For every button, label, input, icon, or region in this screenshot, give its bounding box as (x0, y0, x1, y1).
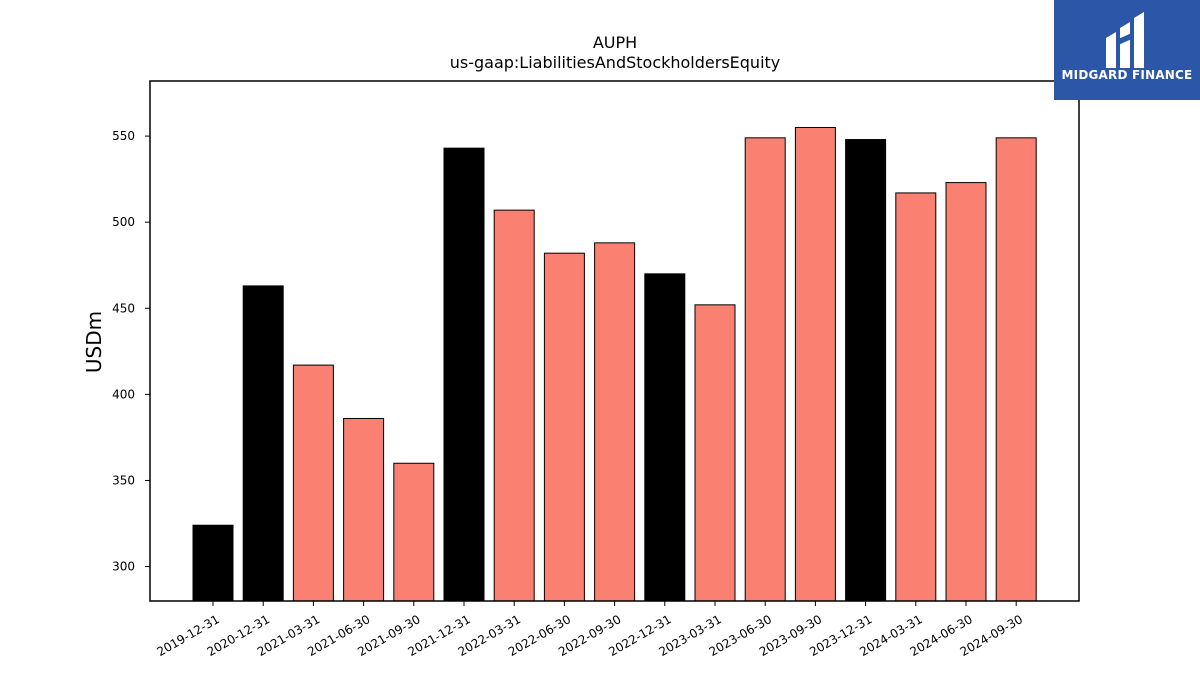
bar-2023-12-31 (845, 139, 887, 602)
plot-frame (149, 80, 1080, 602)
bar-2022-03-31 (493, 209, 535, 602)
midgard-finance-logo: MIDGARD FINANCE (1054, 0, 1200, 100)
bar-2022-09-30 (594, 242, 636, 602)
chart-title: AUPH (593, 33, 637, 52)
y-tick-label: 500 (112, 215, 135, 229)
chart-subtitle: us-gaap:LiabilitiesAndStockholdersEquity (450, 53, 781, 72)
bar-2024-09-30 (995, 137, 1037, 602)
bar-2020-12-31 (242, 285, 284, 602)
bar-2023-09-30 (794, 126, 836, 602)
midgard-logo-icon (1106, 12, 1144, 68)
y-tick-label: 400 (112, 387, 135, 401)
bar-2021-09-30 (393, 462, 435, 602)
bar-2021-12-31 (443, 147, 485, 602)
logo-text: MIDGARD FINANCE (1061, 68, 1193, 82)
x-ticks-group: 2019-12-312020-12-312021-03-312021-06-30… (154, 601, 1025, 659)
bars-group (192, 126, 1037, 602)
y-tick-label: 450 (112, 301, 135, 315)
y-tick-label: 300 (112, 560, 135, 574)
bar-2019-12-31 (192, 524, 234, 602)
bar-2024-06-30 (945, 182, 987, 602)
bar-2023-03-31 (694, 304, 736, 602)
bar-2022-06-30 (543, 252, 585, 602)
y-tick-label: 350 (112, 473, 135, 487)
bar-2022-12-31 (644, 273, 686, 602)
y-tick-label: 550 (112, 129, 135, 143)
bar-2023-06-30 (744, 137, 786, 602)
bar-2021-03-31 (292, 364, 334, 602)
y-axis-label: USDm (82, 311, 106, 373)
y-ticks-group: 300 350 400 450 500 550 (112, 129, 150, 574)
bar-2021-06-30 (343, 417, 385, 602)
bar-2024-03-31 (895, 192, 937, 602)
